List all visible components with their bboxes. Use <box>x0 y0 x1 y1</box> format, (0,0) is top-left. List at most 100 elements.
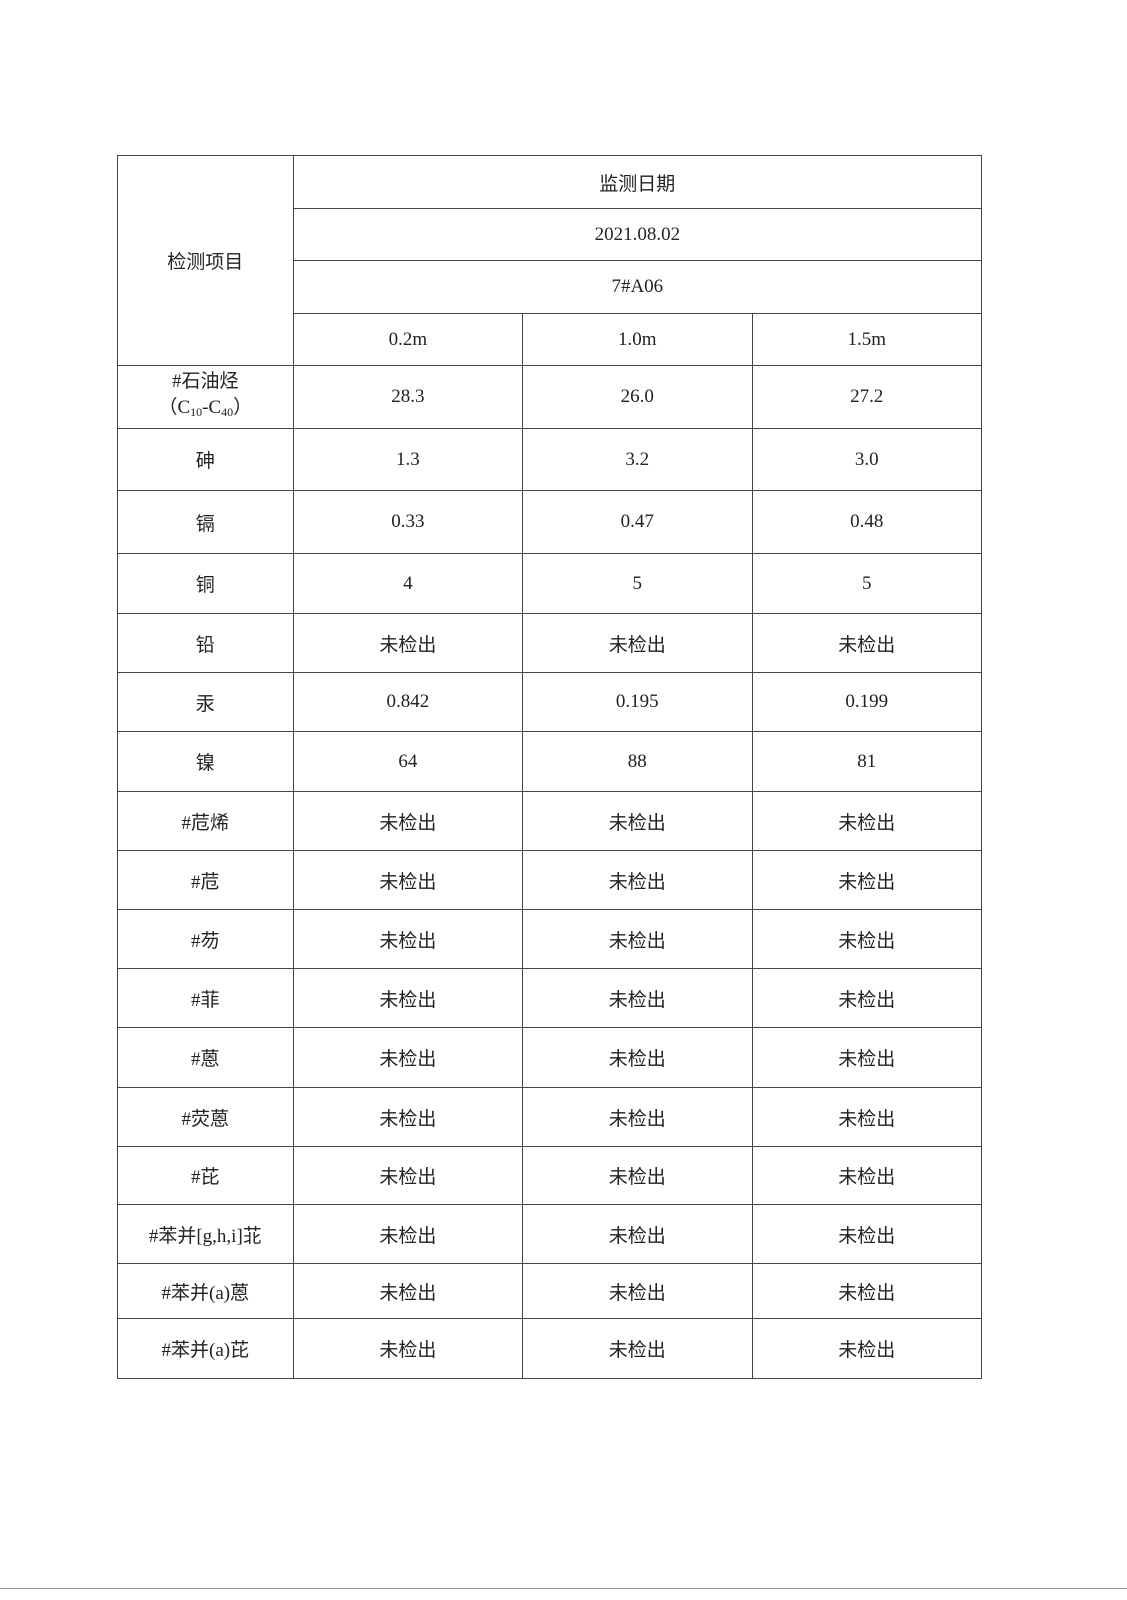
item-name: 铅 <box>117 613 294 673</box>
value-cell: 0.199 <box>751 672 983 732</box>
item-name: #蒽 <box>117 1027 294 1088</box>
item-name: 镍 <box>117 731 294 792</box>
paren-close: ） <box>233 397 253 418</box>
value-cell: 未检出 <box>292 1027 524 1088</box>
value-cell: 未检出 <box>522 1263 753 1319</box>
value-cell: 88 <box>522 731 753 792</box>
page-edge-line <box>0 1588 1127 1589</box>
table-row: 砷 1.3 3.2 3.0 <box>117 428 983 491</box>
table-row: #石油烃 （C10-C40） 28.3 26.0 27.2 <box>117 365 983 429</box>
value-cell: 3.2 <box>522 428 753 491</box>
table-row: #苯并(a)蒽 未检出 未检出 未检出 <box>117 1263 983 1319</box>
table-row: 铅未检出 未检出 未检出 <box>117 613 983 673</box>
item-name: 砷 <box>117 428 294 491</box>
item-name: #荧蒽 <box>117 1087 294 1147</box>
value-cell: 未检出 <box>292 850 524 910</box>
value-cell: 未检出 <box>522 1087 753 1147</box>
value-cell: 64 <box>292 731 524 792</box>
value-cell: 未检出 <box>522 850 753 910</box>
formula-mid: -C <box>202 397 222 418</box>
value-cell: 未检出 <box>292 968 524 1028</box>
table-row: 镉 0.33 0.47 0.48 <box>117 490 983 554</box>
value-cell: 5 <box>751 553 983 614</box>
value-cell: 未检出 <box>751 1087 983 1147</box>
value-cell: 5 <box>522 553 753 614</box>
table-row: 镍 64 88 81 <box>117 731 983 792</box>
item-name: 汞 <box>117 672 294 732</box>
value-cell: 0.48 <box>751 490 983 554</box>
item-name: #苊烯 <box>117 791 294 851</box>
depth-header: 1.5m <box>751 313 983 366</box>
value-cell: 未检出 <box>751 613 983 673</box>
subscript: 40 <box>221 405 234 419</box>
value-cell: 0.47 <box>522 490 753 554</box>
value-cell: 未检出 <box>292 613 524 673</box>
table-row: #苊 未检出 未检出 未检出 <box>117 850 983 910</box>
table-row: #蒽 未检出 未检出 未检出 <box>117 1027 983 1088</box>
item-name: #苯并(a)芘 <box>117 1318 294 1379</box>
item-name: #石油烃 （C10-C40） <box>117 365 294 429</box>
item-name: 铜 <box>117 553 294 614</box>
date-header: 2021.08.02 <box>292 208 983 261</box>
item-name: #苊 <box>117 850 294 910</box>
value-cell: 未检出 <box>522 1204 753 1264</box>
value-cell: 0.842 <box>292 672 524 732</box>
value-cell: 28.3 <box>292 365 524 429</box>
item-name: #芘 <box>117 1146 294 1205</box>
monitoring-results-table: 检测项目 监测日期 2021.08.02 7#A06 0.2m 1.0m 1.5… <box>117 155 983 1379</box>
value-cell: 未检出 <box>522 1318 753 1379</box>
value-cell: 未检出 <box>292 1087 524 1147</box>
value-cell: 未检出 <box>751 1027 983 1088</box>
table-row: #菲 未检出 未检出 未检出 <box>117 968 983 1028</box>
item-name: #苯并[g,h,i]苝 <box>117 1204 294 1264</box>
value-cell: 81 <box>751 731 983 792</box>
value-cell: 未检出 <box>751 909 983 969</box>
value-cell: 未检出 <box>751 968 983 1028</box>
table-row: #芴 未检出 未检出 未检出 <box>117 909 983 969</box>
value-cell: 3.0 <box>751 428 983 491</box>
item-name-line1: #石油烃 <box>172 371 239 392</box>
value-cell: 未检出 <box>751 1263 983 1319</box>
value-cell: 未检出 <box>751 1318 983 1379</box>
value-cell: 未检出 <box>292 1204 524 1264</box>
value-cell: 27.2 <box>751 365 983 429</box>
table-row: #荧蒽 未检出 未检出 未检出 <box>117 1087 983 1147</box>
value-cell: 未检出 <box>751 1146 983 1205</box>
table-row: #芘 未检出 未检出 未检出 <box>117 1146 983 1205</box>
table-row: #苯并[g,h,i]苝 未检出 未检出 未检出 <box>117 1204 983 1264</box>
value-cell: 未检出 <box>292 1146 524 1205</box>
table-row: #苯并(a)芘 未检出 未检出 未检出 <box>117 1318 983 1379</box>
value-cell: 未检出 <box>522 1027 753 1088</box>
value-cell: 4 <box>292 553 524 614</box>
value-cell: 未检出 <box>292 909 524 969</box>
date-label-header: 监测日期 <box>292 155 983 209</box>
value-cell: 26.0 <box>522 365 753 429</box>
depth-header: 1.0m <box>522 313 753 366</box>
value-cell: 未检出 <box>522 1146 753 1205</box>
value-cell: 未检出 <box>292 1318 524 1379</box>
value-cell: 未检出 <box>292 791 524 851</box>
subscript: 10 <box>190 405 203 419</box>
table-row: 汞 0.842 0.195 0.199 <box>117 672 983 732</box>
item-name: #芴 <box>117 909 294 969</box>
value-cell: 0.195 <box>522 672 753 732</box>
value-cell: 未检出 <box>292 1263 524 1319</box>
paren-open: （C <box>158 397 191 418</box>
site-header: 7#A06 <box>292 260 983 314</box>
value-cell: 未检出 <box>751 1204 983 1264</box>
value-cell: 未检出 <box>522 613 753 673</box>
value-cell: 未检出 <box>751 850 983 910</box>
value-cell: 未检出 <box>522 968 753 1028</box>
table-row: #苊烯 未检出 未检出 未检出 <box>117 791 983 851</box>
depth-header: 0.2m <box>292 313 524 366</box>
value-cell: 未检出 <box>522 909 753 969</box>
item-header: 检测项目 <box>117 155 294 366</box>
value-cell: 未检出 <box>751 791 983 851</box>
value-cell: 1.3 <box>292 428 524 491</box>
value-cell: 未检出 <box>522 791 753 851</box>
value-cell: 0.33 <box>292 490 524 554</box>
item-name: #菲 <box>117 968 294 1028</box>
item-name: 镉 <box>117 490 294 554</box>
item-name: #苯并(a)蒽 <box>117 1263 294 1319</box>
